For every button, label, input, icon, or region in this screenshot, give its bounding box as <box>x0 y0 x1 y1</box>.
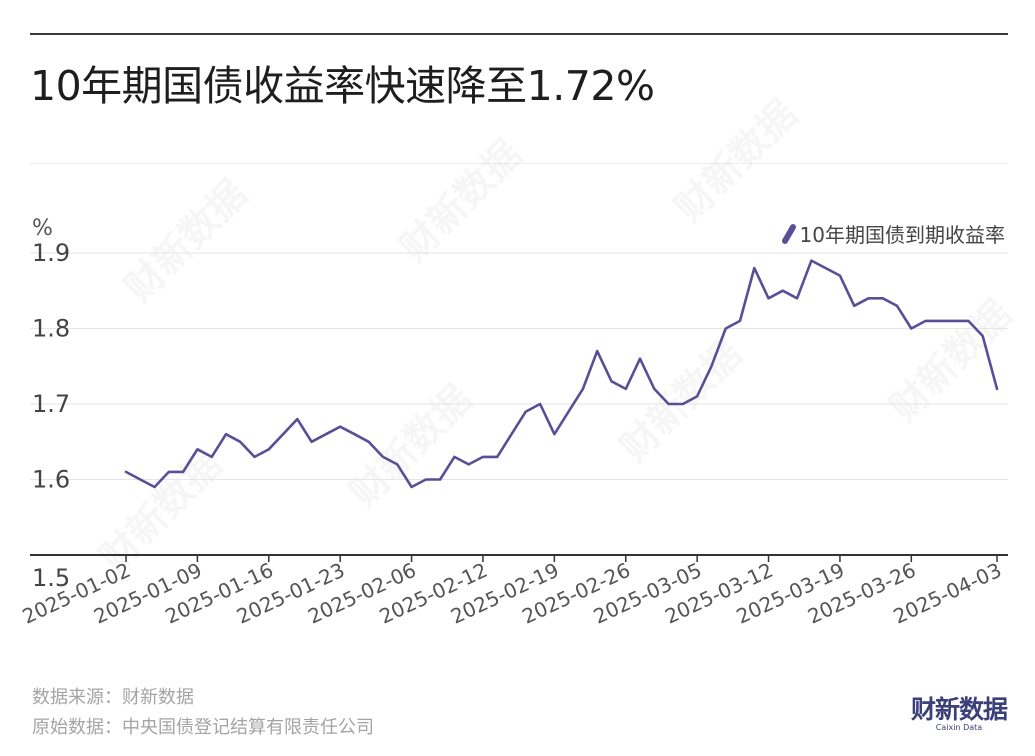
watermark-text: 财新数据 <box>612 332 751 471</box>
caixin-data-logo: 财新数据 Caixin Data <box>910 695 1008 733</box>
logo-text-en: Caixin Data <box>935 723 983 732</box>
y-axis-ticks: 1.5 1.6 1.7 1.8 1.9 <box>32 239 70 592</box>
y-tick-label: 1.7 <box>32 390 70 418</box>
data-source: 数据来源：财新数据 <box>32 687 194 708</box>
top-rule <box>30 33 1008 35</box>
watermark-text: 财新数据 <box>342 377 481 516</box>
logo-text-cn: 财新数据 <box>910 695 1008 724</box>
series-line-10y-yield <box>124 259 999 489</box>
y-tick-label: 1.8 <box>32 315 70 343</box>
watermark-text: 财新数据 <box>392 132 531 271</box>
chart-title: 10年期国债收益率快速降至1.72% <box>30 62 655 110</box>
gridlines <box>30 252 1008 480</box>
title-divider <box>30 163 1008 164</box>
y-tick-label: 1.5 <box>32 564 70 592</box>
series-layer <box>124 259 999 489</box>
legend: 10年期国债到期收益率 <box>780 219 1005 248</box>
watermark-text: 财新数据 <box>92 442 231 581</box>
watermark-text: 财新数据 <box>117 172 256 311</box>
raw-data-source: 原始数据：中央国债登记结算有限责任公司 <box>32 717 374 738</box>
y-tick-label: 1.9 <box>32 239 70 267</box>
y-tick-label: 1.6 <box>32 466 70 494</box>
legend-label: 10年期国债到期收益率 <box>799 223 1005 247</box>
x-axis: 2025-01-022025-01-092025-01-162025-01-23… <box>19 554 1008 629</box>
watermark-text: 财新数据 <box>667 92 806 231</box>
y-axis-unit-label: % <box>32 216 53 241</box>
